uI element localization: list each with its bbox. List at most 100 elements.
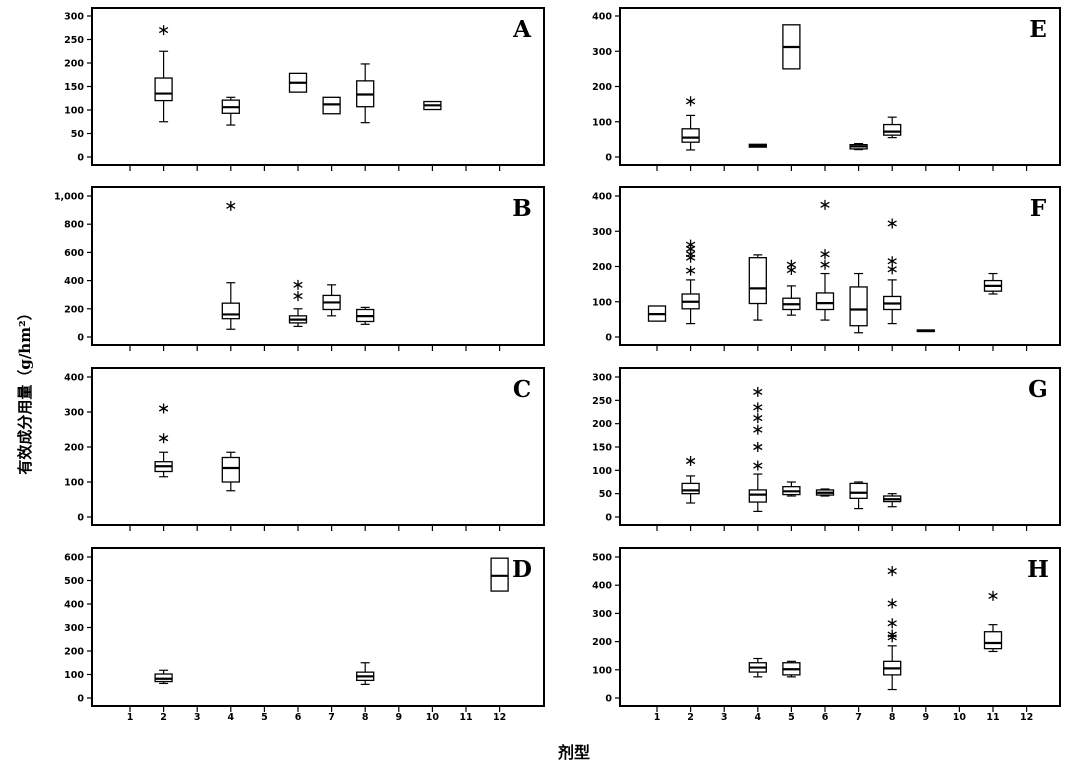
box-x4 [221, 96, 240, 126]
y-tick-label: 200 [64, 304, 84, 315]
box-body [748, 257, 767, 305]
box-x5 [782, 24, 801, 70]
box-x2 [681, 239, 700, 325]
y-tick-label: 0 [605, 694, 612, 705]
y-tick-label: 150 [592, 443, 612, 454]
box-body [748, 489, 767, 503]
outlier-star [685, 265, 696, 276]
y-tick-label: 100 [64, 670, 84, 681]
outlier-star [753, 413, 763, 424]
x-tick-label: 12 [493, 712, 506, 723]
outlier-star [158, 403, 169, 414]
box-body [221, 456, 240, 483]
y-tick-label: 300 [592, 47, 612, 58]
panel-letter: B [512, 195, 531, 222]
box-x4 [221, 451, 240, 492]
x-tick-labels: 1 2 3 4 5 6 7 8 9 10 11 12 1 2 3 4 5 6 7 8 9 10 11 12 [127, 712, 1034, 723]
y-tick-label: 400 [64, 276, 84, 287]
x-tick-label: 1 [127, 712, 134, 723]
panel-letter: C [513, 376, 531, 403]
box-x2 [154, 403, 173, 478]
box-x8 [356, 63, 375, 124]
y-tick-label: 0 [77, 333, 84, 344]
outlier-star [226, 200, 236, 211]
panel-c: 0 100 200 300 400 C [64, 367, 545, 531]
box-x11 [983, 590, 1003, 653]
y-tick-label: 300 [592, 227, 612, 238]
y-tick-label: 100 [592, 117, 612, 128]
panel-d: 0 100 200 300 400 500 600 D [64, 547, 545, 712]
x-tick-label: 5 [788, 712, 795, 723]
outlier-star [685, 456, 696, 466]
box-body [983, 631, 1003, 650]
y-tick-label: 300 [592, 609, 612, 620]
box-x2 [681, 456, 700, 504]
x-tick-label: 12 [1020, 712, 1033, 723]
panels-group: 0 50 100 150 200 250 300 A 0 100 200 300 400 E 0 200 400… [54, 7, 1061, 712]
panel-e: 0 100 200 300 400 E [592, 7, 1061, 171]
y-tick-label: 150 [64, 82, 84, 93]
outlier-star [753, 442, 763, 452]
x-tick-label: 2 [160, 712, 167, 723]
outlier-star [753, 424, 763, 435]
y-tick-label: 200 [592, 637, 612, 648]
y-tick-label: 200 [592, 419, 612, 430]
y-tick-label: 600 [64, 553, 84, 564]
x-tick-label: 9 [395, 712, 402, 723]
x-tick-label: 10 [426, 712, 440, 723]
box-x8 [356, 306, 375, 325]
outlier-star [158, 25, 169, 36]
box-x8 [883, 218, 902, 325]
box-x9 [916, 329, 935, 333]
y-tick-label: 200 [592, 82, 612, 93]
outlier-star [158, 433, 169, 444]
y-tick-label: 100 [592, 297, 612, 308]
y-tick-label: 800 [64, 220, 84, 231]
panel-f: 0 100 200 300 400 F [592, 186, 1061, 351]
panel-frame [91, 186, 545, 346]
box-body [322, 96, 341, 115]
box-x7 [849, 143, 868, 151]
x-tick-label: 4 [754, 712, 761, 723]
y-tick-label: 50 [71, 129, 85, 140]
y-tick-label: 500 [64, 576, 84, 587]
panel-letter: H [1027, 556, 1049, 583]
box-body [849, 482, 868, 499]
y-tick-label: 400 [592, 12, 612, 23]
y-tick-label: 300 [64, 12, 84, 23]
panel-frame [619, 547, 1061, 707]
y-tick-label: 200 [64, 59, 84, 70]
y-tick-label: 100 [592, 665, 612, 676]
y-tick-label: 500 [592, 553, 612, 564]
outlier-star [887, 218, 897, 229]
panel-b: 0 200 400 600 800 1,000 B [54, 186, 545, 351]
y-tick-label: 200 [64, 647, 84, 658]
box-x12 [490, 557, 509, 592]
y-tick-label: 300 [64, 408, 84, 419]
y-tick-label: 0 [605, 333, 612, 344]
box-x5 [782, 259, 801, 316]
x-tick-label: 10 [953, 712, 967, 723]
y-tick-label: 50 [599, 489, 613, 500]
x-tick-label: 2 [687, 712, 694, 723]
y-tick-label: 250 [592, 396, 612, 407]
box-x7 [322, 284, 341, 317]
outlier-star [887, 566, 897, 577]
y-tick-label: 400 [592, 192, 612, 203]
y-tick-label: 200 [592, 262, 612, 273]
box-x8 [883, 116, 902, 139]
box-x7 [849, 481, 868, 510]
box-x6 [815, 488, 835, 497]
y-tick-label: 300 [592, 373, 612, 384]
outlier-star [820, 259, 830, 270]
outlier-star [293, 279, 303, 290]
panel-frame [91, 547, 545, 707]
x-tick-label: 6 [822, 712, 829, 723]
panel-g: 0 50 100 150 200 250 300 G [592, 367, 1061, 531]
outlier-star [753, 386, 763, 397]
y-tick-label: 600 [64, 248, 84, 259]
outlier-star [753, 402, 763, 413]
outlier-star [820, 199, 830, 210]
box-x4 [221, 200, 240, 330]
box-body [815, 292, 835, 311]
